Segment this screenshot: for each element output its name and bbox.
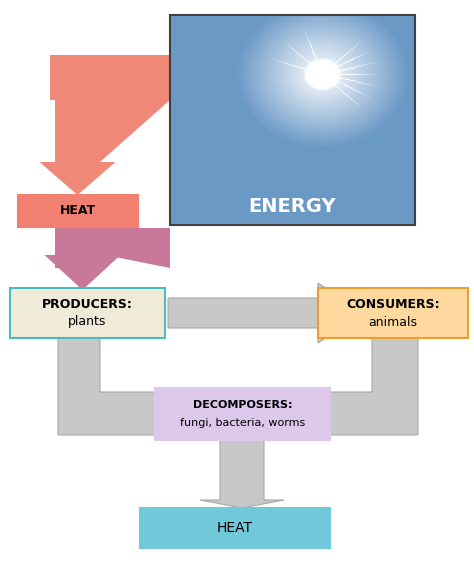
Text: fungi, bacteria, worms: fungi, bacteria, worms bbox=[180, 418, 305, 429]
Text: HEAT: HEAT bbox=[60, 205, 96, 218]
Polygon shape bbox=[39, 55, 170, 195]
Text: HEAT: HEAT bbox=[217, 521, 253, 535]
Text: animals: animals bbox=[368, 316, 418, 328]
Text: DECOMPOSERS:: DECOMPOSERS: bbox=[193, 400, 292, 410]
Polygon shape bbox=[58, 338, 190, 435]
Polygon shape bbox=[45, 228, 170, 290]
FancyBboxPatch shape bbox=[140, 508, 330, 548]
FancyBboxPatch shape bbox=[10, 288, 165, 338]
FancyBboxPatch shape bbox=[155, 388, 330, 440]
FancyBboxPatch shape bbox=[318, 288, 468, 338]
Text: CONSUMERS:: CONSUMERS: bbox=[346, 298, 440, 311]
FancyBboxPatch shape bbox=[18, 195, 138, 227]
Text: plants: plants bbox=[68, 316, 107, 328]
Polygon shape bbox=[295, 338, 418, 435]
Polygon shape bbox=[200, 440, 284, 508]
Polygon shape bbox=[168, 283, 363, 343]
Text: ENERGY: ENERGY bbox=[249, 197, 337, 217]
Text: PRODUCERS:: PRODUCERS: bbox=[42, 298, 133, 311]
